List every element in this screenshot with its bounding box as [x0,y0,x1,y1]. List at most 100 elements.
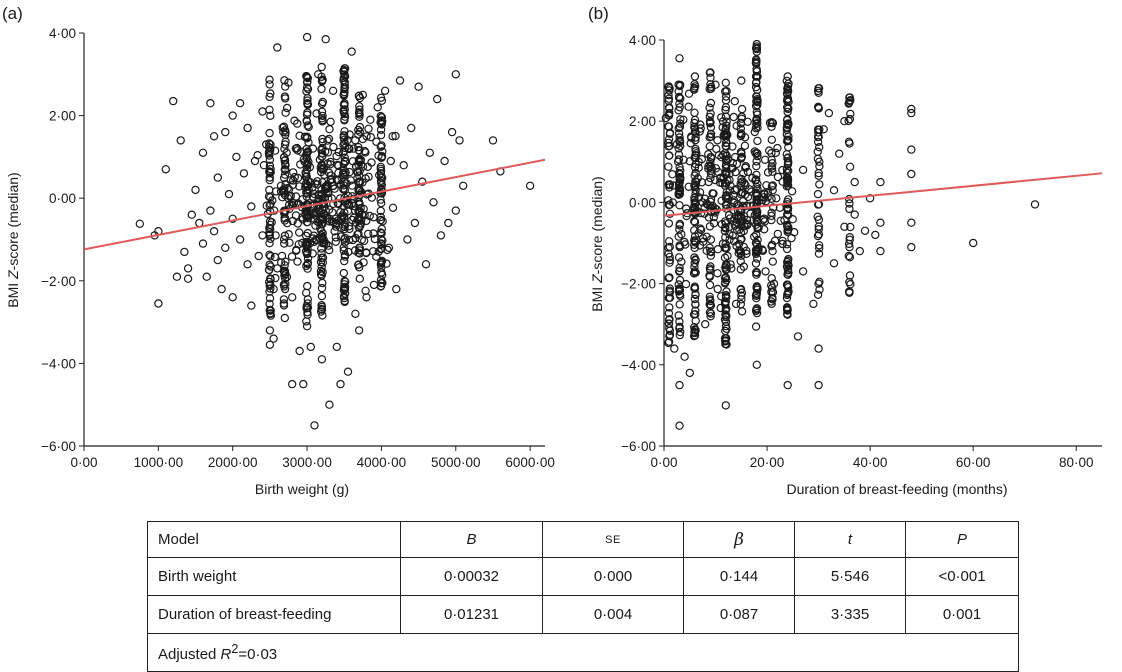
data-point [675,80,685,90]
data-point [273,43,282,52]
data-point [717,152,726,162]
data-point [332,175,342,185]
data-point [675,133,684,142]
data-point [706,301,716,310]
data-point [690,217,700,227]
data-point [720,315,730,324]
data-point [725,229,734,239]
data-point [265,75,274,84]
data-point [752,254,762,263]
data-point [752,92,761,101]
data-point [271,231,280,240]
data-point [675,330,685,340]
x-tick-label: 40·00 [853,455,888,470]
data-point [706,109,715,118]
data-point [690,193,699,203]
data-point [303,93,312,103]
data-point [285,238,294,247]
data-point [729,112,738,122]
adjusted-r2-exponent: 2 [231,642,239,656]
data-point [376,130,386,140]
data-point [907,218,916,227]
data-point [705,295,715,304]
data-point [353,174,362,183]
data-point [677,257,686,266]
data-point [302,288,311,297]
data-point [690,118,699,128]
data-point [191,185,200,195]
data-point [664,319,674,328]
data-point [846,95,855,105]
data-point [364,229,373,239]
data-point [675,263,684,273]
row-model: Duration of breast-feeding [147,595,401,634]
data-point [751,259,761,268]
data-point [377,239,386,248]
data-point [247,202,256,211]
data-point [722,142,731,151]
data-point [288,379,297,389]
y-tick-label: −6·00 [621,439,656,454]
data-point [376,93,386,103]
data-point [707,164,716,173]
data-point [367,158,376,167]
data-point [206,206,215,215]
data-point [783,160,793,169]
data-point [355,186,365,195]
scatter-plot-birth-weight: (a) BMI Z-score (median) Birth weight (g… [2,4,555,497]
data-point [686,139,695,148]
data-point [224,189,234,199]
data-point [752,44,762,54]
data-point [340,233,350,243]
data-point [410,218,420,228]
data-point [675,219,685,229]
data-point [673,157,683,166]
data-point [709,218,719,228]
data-point [778,165,787,175]
table-footer-row: Adjusted R2=0·03 [147,633,1019,672]
data-point [345,235,354,245]
data-point [722,287,731,296]
data-point [767,211,776,221]
data-point [721,321,731,331]
data-point [753,110,762,119]
data-point [309,208,319,218]
data-point [751,101,761,111]
data-point [738,201,747,211]
data-point [721,291,731,300]
data-point [716,113,726,122]
data-point [172,272,182,281]
data-point [752,360,761,369]
data-point [235,98,245,108]
data-point [265,168,274,178]
data-point [677,229,686,239]
data-point [685,368,695,378]
data-point [689,85,699,94]
data-point [289,168,298,177]
data-point [675,380,684,390]
data-point [198,239,208,248]
data-point [907,104,916,114]
data-point [751,55,761,65]
data-point [311,179,320,188]
data-point [376,244,386,254]
data-point [295,346,304,356]
data-point [749,232,759,241]
data-point [303,208,312,217]
data-point [814,142,824,152]
data-point [318,253,328,262]
data-point [814,84,823,93]
data-point [661,113,671,123]
data-point [742,249,751,258]
data-point [675,290,684,299]
data-point [674,232,683,241]
data-point [359,204,368,214]
data-point [316,223,325,233]
data-point [168,96,178,106]
data-point [809,299,818,309]
plot-area-b: −6·00 −4·00 −2·00 0·00 2·00 4·00 0·00 20·00 40·0… [621,33,1103,470]
data-point [324,134,334,144]
data-point [334,161,343,170]
data-point [684,182,693,191]
data-point [373,103,382,112]
